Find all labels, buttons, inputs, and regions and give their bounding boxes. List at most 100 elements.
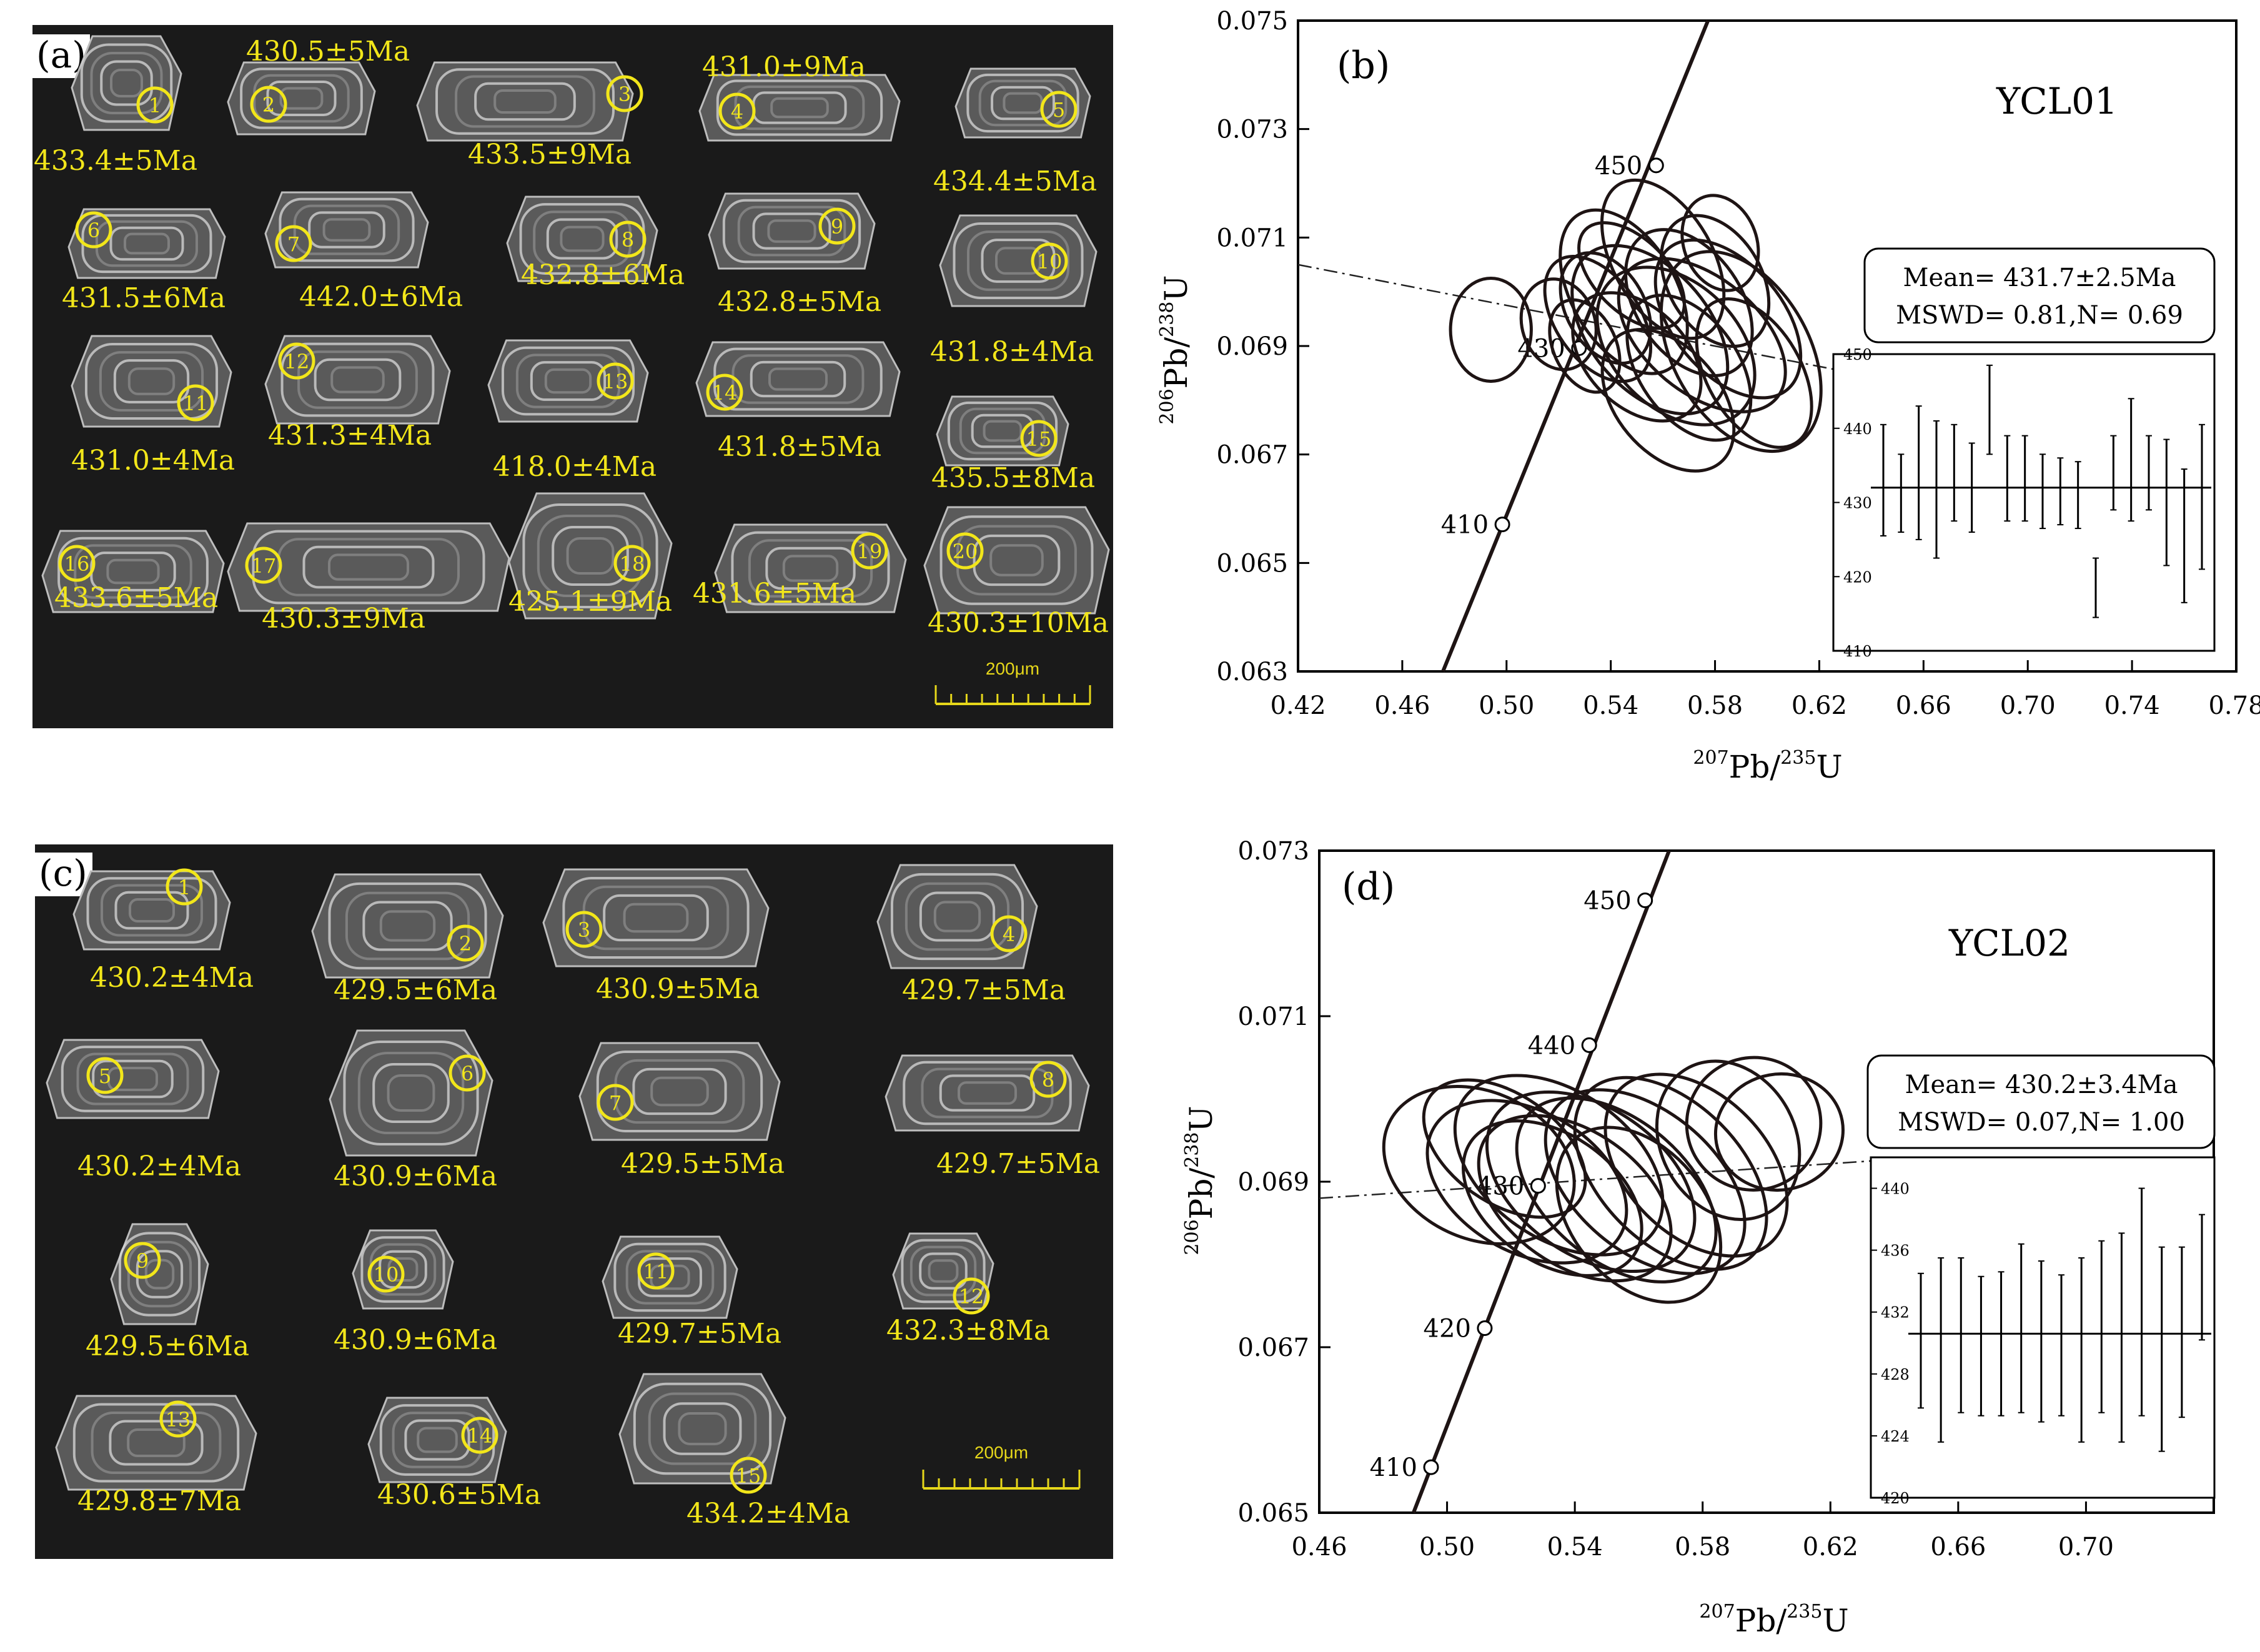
error-ellipse (1559, 251, 1653, 365)
panel-c-grain-8: 8 429.7±5Ma (885, 1054, 1100, 1180)
panel-a-spot-age: 435.5±8Ma (931, 462, 1095, 494)
panel-a-grain-zoning (983, 420, 1023, 442)
concordia-age-label: 450 (1595, 152, 1642, 181)
panel-a-spot-circle (275, 225, 312, 262)
panel-a-spot-circle (597, 362, 634, 400)
inset-frame (1832, 353, 2216, 652)
panel-a-spot-number: 4 (731, 100, 743, 124)
panel-a-spot-age: 431.8±5Ma (718, 431, 881, 463)
panel-c-spot-number: 13 (166, 1408, 191, 1432)
panel-c-grain-1: 1 430.2±4Ma (72, 868, 254, 994)
y-tick-label: 0.073 (1237, 837, 1309, 866)
panel-c-grain-zoning (939, 1074, 1036, 1112)
panel-c-grain-2: 2 429.5±6Ma (311, 873, 504, 1006)
panel-a-grain-20: 20 430.3±10Ma (923, 506, 1110, 639)
panel-c-grain-6: 6 430.9±6Ma (329, 1029, 497, 1192)
panel-c-spot-circle (447, 924, 484, 962)
panel-a-grain-zoning (560, 225, 605, 252)
panel-c-spot-age: 429.7±5Ma (618, 1318, 781, 1350)
x-tick-label: 0.50 (1419, 1533, 1475, 1561)
panel-a-grain-zoning (110, 69, 143, 97)
panel-a-grain-zoning (435, 68, 615, 135)
panel-a-grain-body (264, 335, 451, 425)
panel-a-grain-13: 13 418.0±4Ma (487, 339, 657, 483)
panel-a-grain-body (71, 335, 232, 428)
panel-c-grain-body (618, 1373, 786, 1485)
panel-c-spot-circle (461, 1417, 498, 1454)
panel-c: (c) 1 430.2±4Ma 2 429.5±6Ma 3 430.9±5Ma 4 429.7… (35, 844, 1113, 1559)
panel-a-grain-18: 18 425.1±9Ma (508, 492, 673, 620)
panel-a-grain-zoning (991, 86, 1055, 121)
panel-a-grain-zoning (328, 553, 409, 581)
panel-a-grain-14: 14 431.8±5Ma (695, 341, 901, 463)
panel-a-grain-3: 3 433.5±9Ma (416, 61, 643, 171)
panel-c-grain-zoning (91, 1412, 222, 1474)
panel-a-spot-circle (851, 532, 888, 570)
panel-a-grain-zoning (737, 205, 846, 257)
panel-a-spot-circle (75, 211, 112, 249)
error-ellipse (1695, 297, 1813, 449)
panel-a-grain-zoning (279, 87, 324, 110)
panel-a-scale-bar: 200μm (934, 659, 1091, 705)
panel-a-spot-age: 442.0±6Ma (299, 281, 463, 313)
panel-c-grain-zoning (603, 894, 709, 942)
panel-c-grain-zoning (919, 891, 996, 942)
panel-a-grain-zoning (100, 60, 153, 106)
panel-a-grain-15: 15 435.5±8Ma (931, 395, 1095, 494)
panel-c-grain-zoning (613, 1242, 726, 1312)
panel-c-grain-zoning (958, 1081, 1017, 1105)
panel-c-grain-zoning (933, 901, 981, 932)
panel-a-grain-zoning (314, 358, 402, 402)
panel-a-spot-number: 8 (622, 228, 634, 252)
panel-a-grain-zoning (552, 526, 629, 586)
panel-c-grain-body (72, 870, 231, 951)
panel-c-grain-zoning (623, 903, 689, 933)
panel-a-spot-number: 14 (712, 381, 738, 405)
panel-a-scale-ticks (934, 685, 1091, 704)
panel-a-spot-number: 18 (620, 552, 645, 576)
chart-d-y-axis-label: 206Pb/238U (1181, 1105, 1219, 1255)
panel-a-spot-circle (250, 86, 287, 123)
x-tick-label: 0.50 (1479, 691, 1534, 720)
x-tick-label: 0.58 (1675, 1533, 1730, 1561)
error-ellipse (1570, 244, 1730, 416)
panel-a-grain-body (71, 35, 182, 131)
error-ellipse (1659, 214, 1771, 349)
x-tick-label: 0.58 (1687, 691, 1743, 720)
x-tick-label: 0.46 (1291, 1533, 1347, 1561)
panel-a-grain-zoning (474, 82, 576, 121)
panel-a-scale-label: 200μm (986, 659, 1039, 678)
chart-d-mean-text: Mean= 430.2±3.4Ma (1905, 1071, 2178, 1099)
panel-a-spot-circle (718, 92, 756, 130)
panel-c-spot-number: 5 (99, 1064, 111, 1088)
panel-a-grain-zoning (765, 547, 856, 590)
error-ellipse (1685, 1056, 1823, 1192)
panel-a-spot-age: 425.1±9Ma (508, 586, 672, 618)
panel-a-grains: 1 433.4±5Ma 2 430.5±5Ma 3 433.5±9Ma 4 431.0±9Ma… (34, 35, 1110, 639)
panel-c-grain-zoning (379, 1250, 427, 1289)
error-ellipse (1577, 221, 1687, 330)
panel-c-grain-zoning (663, 1402, 742, 1455)
panel-c-grain-zoning (909, 1245, 977, 1297)
panel-a-grain-17: 17 430.3±9Ma (227, 522, 510, 635)
panel-c-grain-zoning (417, 1427, 458, 1453)
panel-a-grain-6: 6 431.5±6Ma (62, 208, 226, 314)
panel-a-spot-number: 6 (87, 219, 100, 242)
panel-c-grain-zoning (127, 1240, 192, 1308)
y-tick-label: 0.067 (1216, 441, 1288, 470)
panel-a-spot-number: 12 (284, 350, 310, 373)
panel-a-grain-16: 16 433.6±5Ma (41, 530, 225, 614)
x-tick-label: 0.70 (2000, 691, 2056, 720)
panel-a-spot-age: 430.3±9Ma (262, 603, 425, 635)
panel-a-grain-zoning (981, 239, 1056, 283)
panel-c-grains: 1 430.2±4Ma 2 429.5±6Ma 3 430.9±5Ma 4 429.7±5Ma… (46, 864, 1100, 1530)
panel-c-grain-3: 3 430.9±5Ma (542, 868, 770, 1005)
panel-c-spot-age: 429.7±5Ma (936, 1148, 1100, 1180)
panel-a-spot-age: 433.5±9Ma (468, 139, 632, 171)
error-ellipse (1449, 276, 1533, 383)
chart-d-ellipses (1382, 1056, 1845, 1304)
error-ellipse (1461, 1119, 1643, 1277)
panel-a-grain-zoning (782, 555, 839, 582)
concordia-age-marker (1477, 1320, 1493, 1337)
panel-c-spot-number: 7 (609, 1091, 622, 1115)
